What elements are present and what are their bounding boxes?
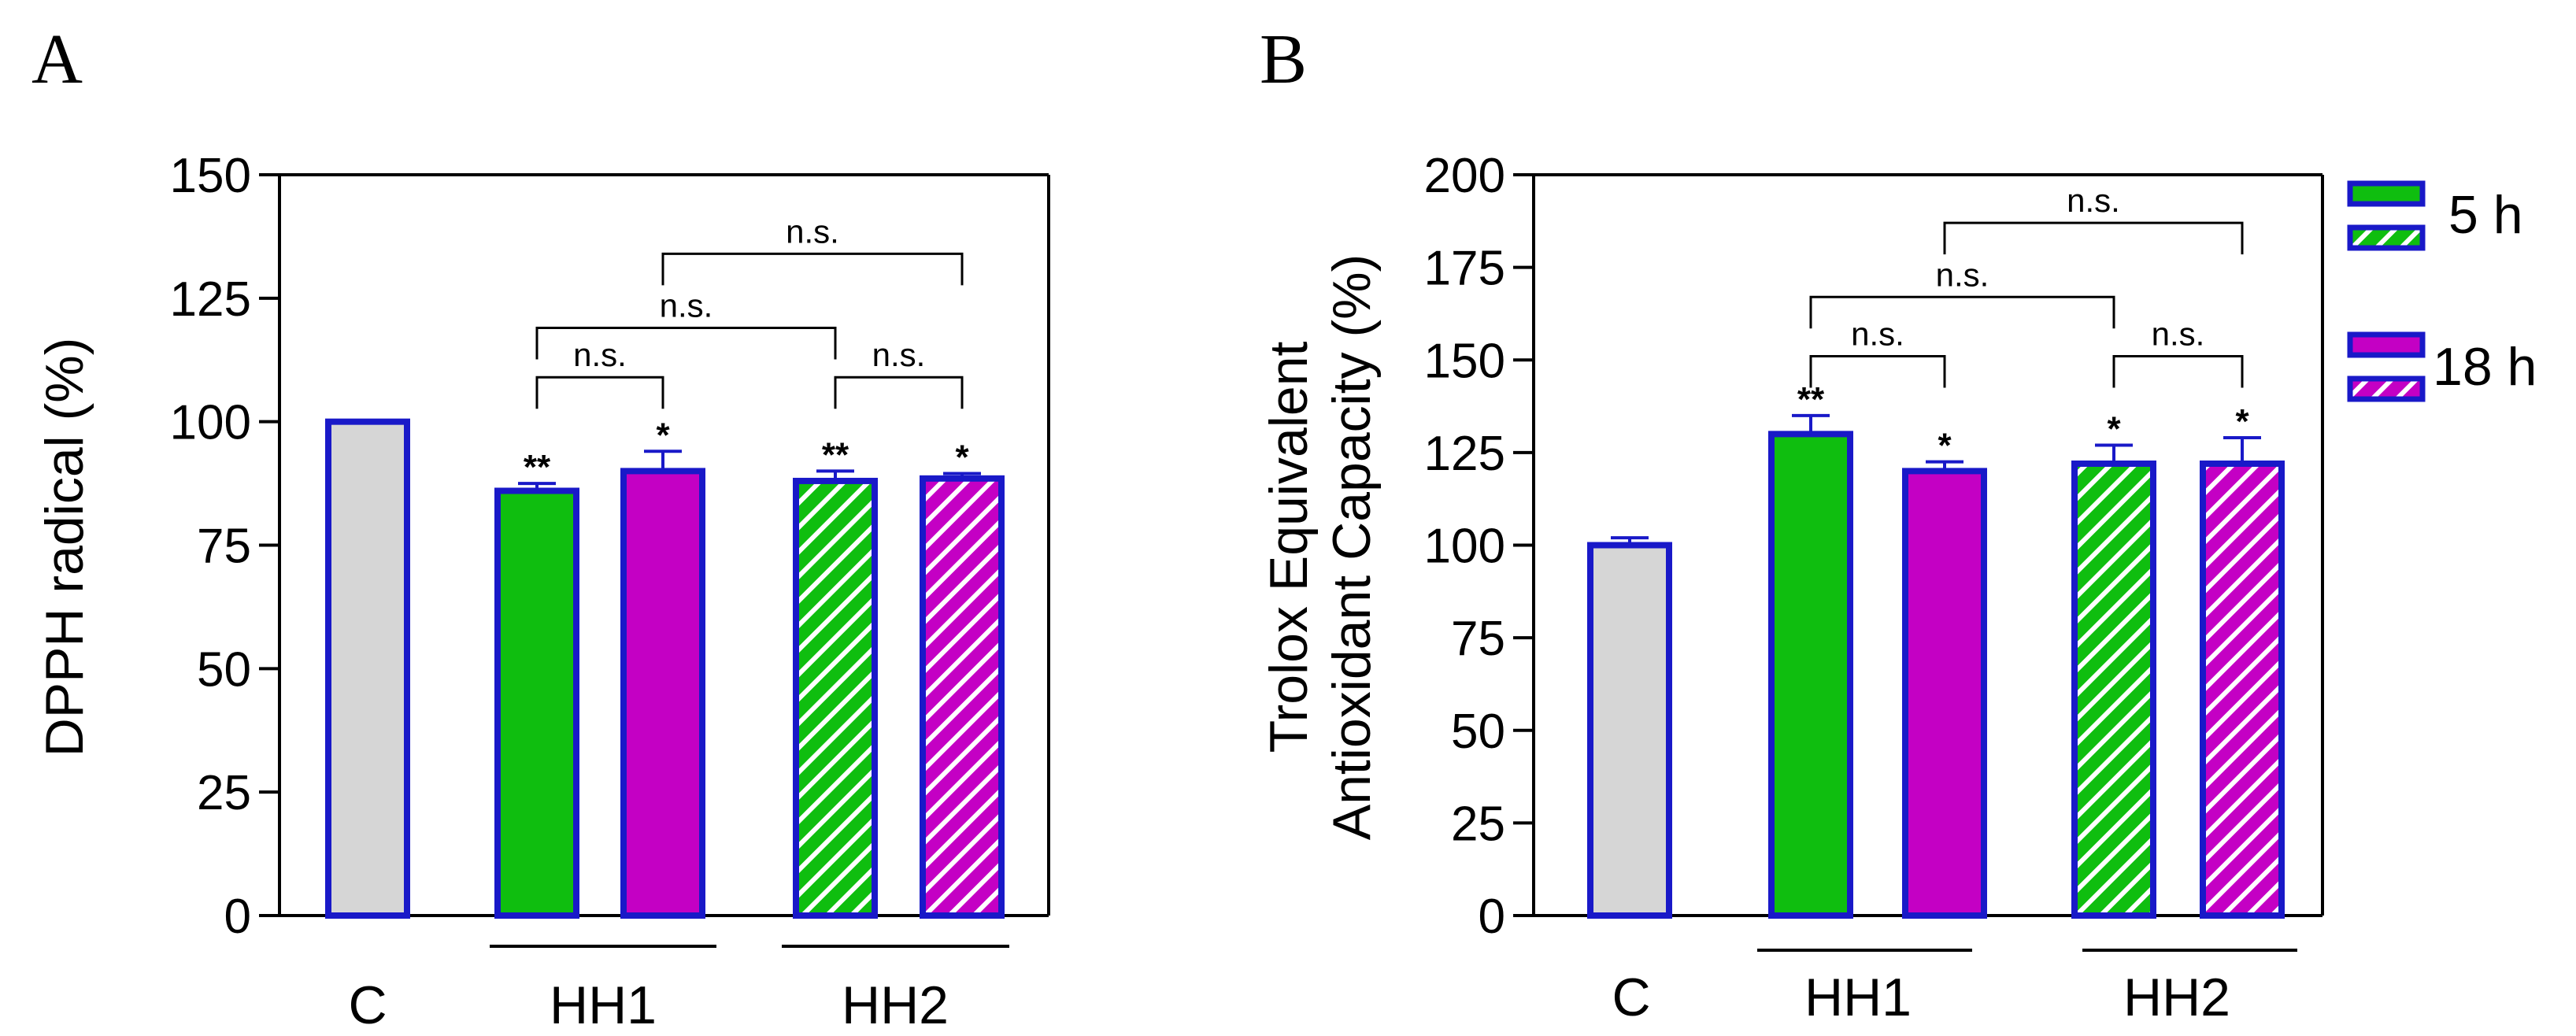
group-label-b-c: C [1612, 968, 1650, 1027]
panel-b: B Trolox Equivalent Antioxidant Capacity… [1259, 20, 2324, 1027]
y-tick-label-a: 25 [197, 766, 251, 820]
comparison-bracket-a-3 [661, 252, 964, 286]
y-tick-label-b: 25 [1451, 797, 1505, 851]
y-tick-label-a: 75 [197, 520, 251, 574]
legend-swatch-18h-solid [2347, 331, 2426, 358]
panel-letter-b: B [1260, 20, 1307, 98]
y-tick-label-b: 175 [1424, 242, 1505, 296]
comparison-bracket-b-2 [1809, 295, 2115, 329]
y-axis-label-b-line1: Trolox Equivalent [1259, 341, 1319, 753]
significance-b-hh1-18h: * [1938, 427, 1952, 465]
y-tick-label-a: 0 [224, 890, 251, 944]
panel-a: A DPPH radical (%) 0255075100125150*****… [31, 20, 1050, 1035]
y-tick-label-a: 100 [170, 396, 251, 450]
bar-a-hh1-5h [494, 487, 579, 919]
comparison-bracket-a-2 [535, 326, 837, 360]
significance-b-hh2-18h: * [2235, 402, 2249, 441]
group-label-a-hh2: HH2 [842, 975, 949, 1035]
comparison-bracket-b-3 [1943, 221, 2244, 255]
y-axis-label-a: DPPH radical (%) [35, 338, 94, 757]
legend-swatch-5h-hatch [2347, 224, 2426, 251]
bar-b-hh2-18h [2200, 460, 2285, 919]
y-axis-label-b-line2: Antioxidant Capacity (%) [1322, 254, 1382, 841]
legend-label-5h: 5 h [2448, 185, 2523, 245]
bar-b-hh1-5h [1768, 431, 1853, 919]
legend-swatch-5h-solid [2347, 180, 2426, 207]
legend: 5 h 18 h [2347, 180, 2537, 402]
bar-a-hh1-18h [620, 468, 705, 919]
panel-letter-a: A [31, 20, 83, 98]
significance-a-hh1-5h: ** [524, 448, 551, 487]
y-tick-label-b: 75 [1451, 612, 1505, 666]
significance-a-hh2-5h: ** [822, 435, 849, 474]
y-tick-label-a: 150 [170, 149, 251, 203]
y-tick-label-a: 50 [197, 642, 251, 697]
comparison-label-a-1: n.s. [872, 336, 926, 373]
group-label-a-hh1: HH1 [550, 975, 657, 1035]
y-tick-label-b: 50 [1451, 705, 1505, 759]
comparison-label-b-0: n.s. [1851, 316, 1904, 353]
significance-a-hh2-18h: * [955, 438, 969, 477]
comparison-label-b-2: n.s. [1936, 256, 1989, 293]
comparison-bracket-a-0 [535, 376, 664, 409]
legend-label-18h: 18 h [2433, 337, 2537, 397]
bar-a-c [325, 418, 410, 919]
comparison-label-b-3: n.s. [2067, 182, 2120, 219]
comparison-bracket-b-1 [2112, 355, 2244, 388]
y-tick-label-b: 200 [1424, 149, 1505, 203]
significance-b-hh2-5h: * [2107, 409, 2121, 448]
y-tick-label-b: 125 [1424, 427, 1505, 481]
comparison-label-a-0: n.s. [573, 336, 627, 373]
y-tick-label-b: 0 [1479, 890, 1505, 944]
comparison-label-a-2: n.s. [660, 287, 713, 324]
y-tick-label-b: 150 [1424, 334, 1505, 388]
comparison-label-a-3: n.s. [786, 213, 839, 250]
bar-b-hh2-5h [2071, 460, 2156, 919]
bar-a-hh2-18h [920, 475, 1005, 919]
bar-a-hh2-5h [793, 477, 878, 919]
y-tick-label-a: 125 [170, 272, 251, 327]
comparison-label-b-1: n.s. [2152, 316, 2205, 353]
legend-swatch-18h-hatch [2347, 376, 2426, 402]
y-tick-label-b: 100 [1424, 520, 1505, 574]
comparison-bracket-b-0 [1809, 355, 1946, 388]
group-label-b-hh1: HH1 [1804, 968, 1912, 1027]
group-label-b-hh2: HH2 [2123, 968, 2230, 1027]
comparison-bracket-a-1 [834, 376, 964, 409]
significance-a-hh1-18h: * [656, 416, 670, 454]
bar-b-hh1-18h [1902, 468, 1987, 919]
group-label-a-c: C [348, 975, 387, 1035]
bar-b-c [1587, 542, 1672, 919]
